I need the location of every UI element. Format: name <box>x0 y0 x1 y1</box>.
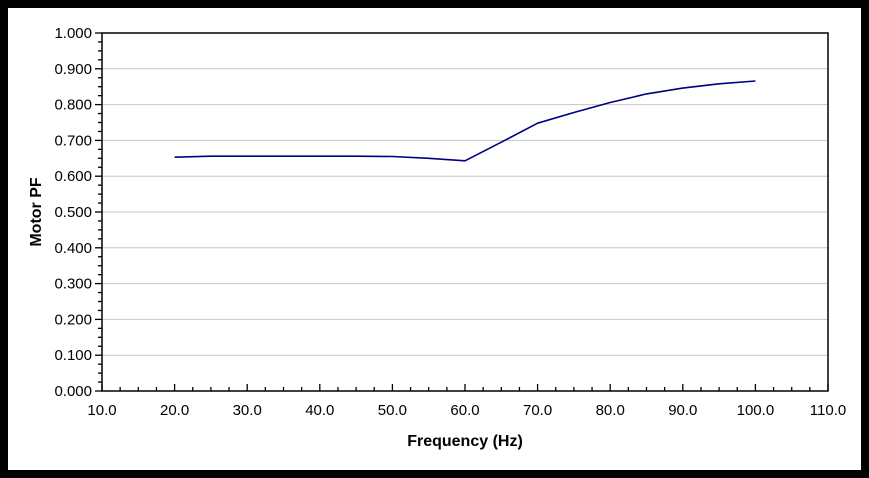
x-tick-label: 90.0 <box>668 402 697 419</box>
y-tick-label: 0.100 <box>54 347 92 364</box>
y-tick-label: 0.700 <box>54 132 92 149</box>
y-tick-label: 0.200 <box>54 311 92 328</box>
y-tick-label: 0.000 <box>54 383 92 400</box>
y-tick-label: 0.500 <box>54 204 92 221</box>
y-tick-label: 0.300 <box>54 276 92 293</box>
x-axis-tick-labels: 10.0 20.0 30.0 40.0 50.0 60.0 70.0 80.0 90.0 100.… <box>87 402 846 419</box>
x-tick-label: 20.0 <box>160 402 189 419</box>
y-tick-label: 0.400 <box>54 240 92 257</box>
gridlines <box>102 68 828 356</box>
x-tick-label: 80.0 <box>596 402 625 419</box>
plot-area-border <box>101 32 829 392</box>
x-tick-label: 110.0 <box>810 402 846 419</box>
y-axis-title: Motor PF <box>28 177 45 247</box>
x-axis-title: Frequency (Hz) <box>407 433 523 450</box>
y-tick-label: 0.800 <box>54 97 92 114</box>
y-axis-tick-labels: 0.000 0.100 0.200 0.300 0.400 0.500 0.600 0.700… <box>54 25 92 400</box>
x-tick-label: 60.0 <box>450 402 479 419</box>
x-tick-label: 40.0 <box>305 402 334 419</box>
y-tick-label: 0.900 <box>54 61 92 78</box>
x-tick-label: 50.0 <box>378 402 407 419</box>
y-tick-label: 0.600 <box>54 168 92 185</box>
x-tick-label: 30.0 <box>233 402 262 419</box>
x-tick-label: 100.0 <box>737 402 775 419</box>
series-line-motor-pf <box>174 80 756 162</box>
x-tick-label: 70.0 <box>523 402 552 419</box>
x-tick-label: 10.0 <box>87 402 116 419</box>
y-tick-label: 1.000 <box>54 25 92 42</box>
